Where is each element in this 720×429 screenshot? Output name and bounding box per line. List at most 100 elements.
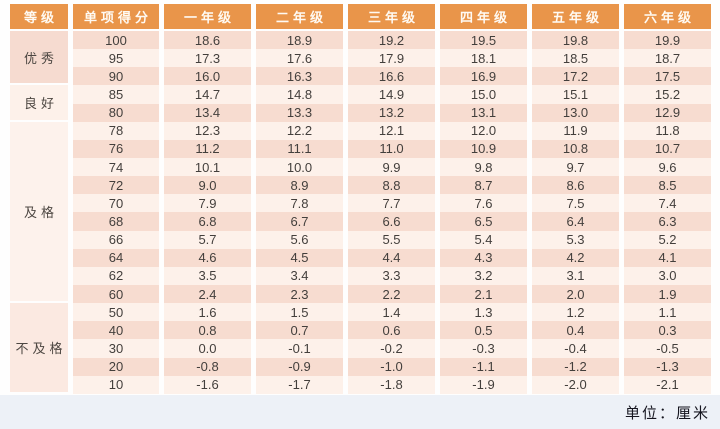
value-cell: 5.6 <box>256 230 343 249</box>
value-cell: 1.1 <box>624 303 711 322</box>
grade-category-label: 及格 <box>10 121 68 302</box>
unit-note: 单位：厘米 <box>624 404 710 422</box>
column-header-item-score: 单项得分 <box>73 4 159 29</box>
score-table: 等级 优秀 良好 及格 不及格 单项得分 100 95 90 85 80 78 76 74 72 70 6… <box>10 4 711 394</box>
value-cell: 9.9 <box>348 157 435 177</box>
score-cell: 64 <box>73 248 159 267</box>
value-cell: 18.6 <box>164 31 251 50</box>
value-cell: 15.2 <box>624 85 711 104</box>
column-grade-4: 四年级 19.5 18.1 16.9 15.0 13.1 12.0 10.9 9.8 8.7 7.… <box>440 4 527 394</box>
value-cell: 10.1 <box>164 157 251 177</box>
grade-category-label: 良好 <box>10 85 68 120</box>
score-cell: 100 <box>73 31 159 50</box>
grade-category-label: 不及格 <box>10 303 68 392</box>
value-cell: 9.8 <box>440 157 527 177</box>
value-cell: 2.4 <box>164 284 251 304</box>
value-cell: -1.7 <box>256 375 343 394</box>
value-cell: 11.0 <box>348 139 435 158</box>
value-cell: 5.4 <box>440 230 527 249</box>
value-cell: 1.6 <box>164 303 251 322</box>
value-cell: 16.3 <box>256 67 343 86</box>
value-cell: 15.0 <box>440 85 527 104</box>
value-cell: 4.3 <box>440 248 527 267</box>
value-cell: 7.8 <box>256 194 343 213</box>
score-cell: 10 <box>73 375 159 394</box>
grade-category-blocks: 优秀 良好 及格 不及格 <box>10 31 68 394</box>
value-cell: 19.9 <box>624 31 711 50</box>
value-cell: 16.6 <box>348 67 435 86</box>
score-cell: 70 <box>73 194 159 213</box>
value-cell: 9.6 <box>624 157 711 177</box>
value-cell: 19.8 <box>532 31 619 50</box>
value-cell: 12.9 <box>624 103 711 122</box>
score-cell: 40 <box>73 321 159 340</box>
value-cell: -0.4 <box>532 339 619 358</box>
value-cell: 18.7 <box>624 49 711 68</box>
unit-note-bar: 单位：厘米 <box>0 395 720 429</box>
score-cell: 62 <box>73 266 159 285</box>
value-cell: 8.5 <box>624 176 711 195</box>
score-cell: 74 <box>73 157 159 177</box>
value-cell: -1.9 <box>440 375 527 394</box>
column-grade-category: 等级 优秀 良好 及格 不及格 <box>10 4 68 394</box>
value-cell: -0.8 <box>164 357 251 376</box>
value-cell: 7.5 <box>532 194 619 213</box>
value-cell: -1.1 <box>440 357 527 376</box>
value-cell: 13.3 <box>256 103 343 122</box>
column-grade-1: 一年级 18.6 17.3 16.0 14.7 13.4 12.3 11.2 10.1 9.0 7… <box>164 4 251 394</box>
column-header-grade-1: 一年级 <box>164 4 251 29</box>
value-cell: 7.4 <box>624 194 711 213</box>
grade-2-cells: 18.9 17.6 16.3 14.8 13.3 12.2 11.1 10.0 8.9 7.8 6.… <box>256 31 343 394</box>
score-cell: 95 <box>73 49 159 68</box>
value-cell: 12.2 <box>256 121 343 140</box>
value-cell: 10.9 <box>440 139 527 158</box>
value-cell: -0.5 <box>624 339 711 358</box>
value-cell: 11.1 <box>256 139 343 158</box>
value-cell: -1.6 <box>164 375 251 394</box>
value-cell: 12.3 <box>164 121 251 140</box>
value-cell: 0.6 <box>348 321 435 340</box>
value-cell: 6.6 <box>348 212 435 231</box>
column-grade-3: 三年级 19.2 17.9 16.6 14.9 13.2 12.1 11.0 9.9 8.8 7.… <box>348 4 435 394</box>
score-cell: 78 <box>73 121 159 140</box>
score-cell: 30 <box>73 339 159 358</box>
column-grade-5: 五年级 19.8 18.5 17.2 15.1 13.0 11.9 10.8 9.7 8.6 7.… <box>532 4 619 394</box>
column-header-grade-3: 三年级 <box>348 4 435 29</box>
value-cell: 1.3 <box>440 303 527 322</box>
column-grade-6: 六年级 19.9 18.7 17.5 15.2 12.9 11.8 10.7 9.6 8.5 7.… <box>624 4 711 394</box>
grade-4-cells: 19.5 18.1 16.9 15.0 13.1 12.0 10.9 9.8 8.7 7.6 6.5… <box>440 31 527 394</box>
value-cell: 8.7 <box>440 176 527 195</box>
value-cell: 13.4 <box>164 103 251 122</box>
value-cell: 6.3 <box>624 212 711 231</box>
value-cell: 17.6 <box>256 49 343 68</box>
value-cell: 3.3 <box>348 266 435 285</box>
value-cell: 4.5 <box>256 248 343 267</box>
value-cell: 2.3 <box>256 284 343 304</box>
value-cell: -0.2 <box>348 339 435 358</box>
value-cell: -1.3 <box>624 357 711 376</box>
value-cell: 14.9 <box>348 85 435 104</box>
grade-category-label: 优秀 <box>10 31 68 84</box>
value-cell: 15.1 <box>532 85 619 104</box>
value-cell: -0.3 <box>440 339 527 358</box>
value-cell: 7.7 <box>348 194 435 213</box>
column-header-grade-category: 等级 <box>10 4 68 29</box>
value-cell: 17.9 <box>348 49 435 68</box>
value-cell: 6.4 <box>532 212 619 231</box>
value-cell: 13.0 <box>532 103 619 122</box>
value-cell: 3.1 <box>532 266 619 285</box>
value-cell: 5.7 <box>164 230 251 249</box>
score-cell: 20 <box>73 357 159 376</box>
value-cell: 12.1 <box>348 121 435 140</box>
score-cell: 60 <box>73 284 159 304</box>
score-cell: 50 <box>73 303 159 322</box>
value-cell: 0.0 <box>164 339 251 358</box>
value-cell: 11.9 <box>532 121 619 140</box>
value-cell: 13.1 <box>440 103 527 122</box>
grade-1-cells: 18.6 17.3 16.0 14.7 13.4 12.3 11.2 10.1 9.0 7.9 6.… <box>164 31 251 394</box>
grade-6-cells: 19.9 18.7 17.5 15.2 12.9 11.8 10.7 9.6 8.5 7.4 6.3… <box>624 31 711 394</box>
value-cell: 18.5 <box>532 49 619 68</box>
value-cell: 9.7 <box>532 157 619 177</box>
value-cell: 4.1 <box>624 248 711 267</box>
value-cell: 3.2 <box>440 266 527 285</box>
